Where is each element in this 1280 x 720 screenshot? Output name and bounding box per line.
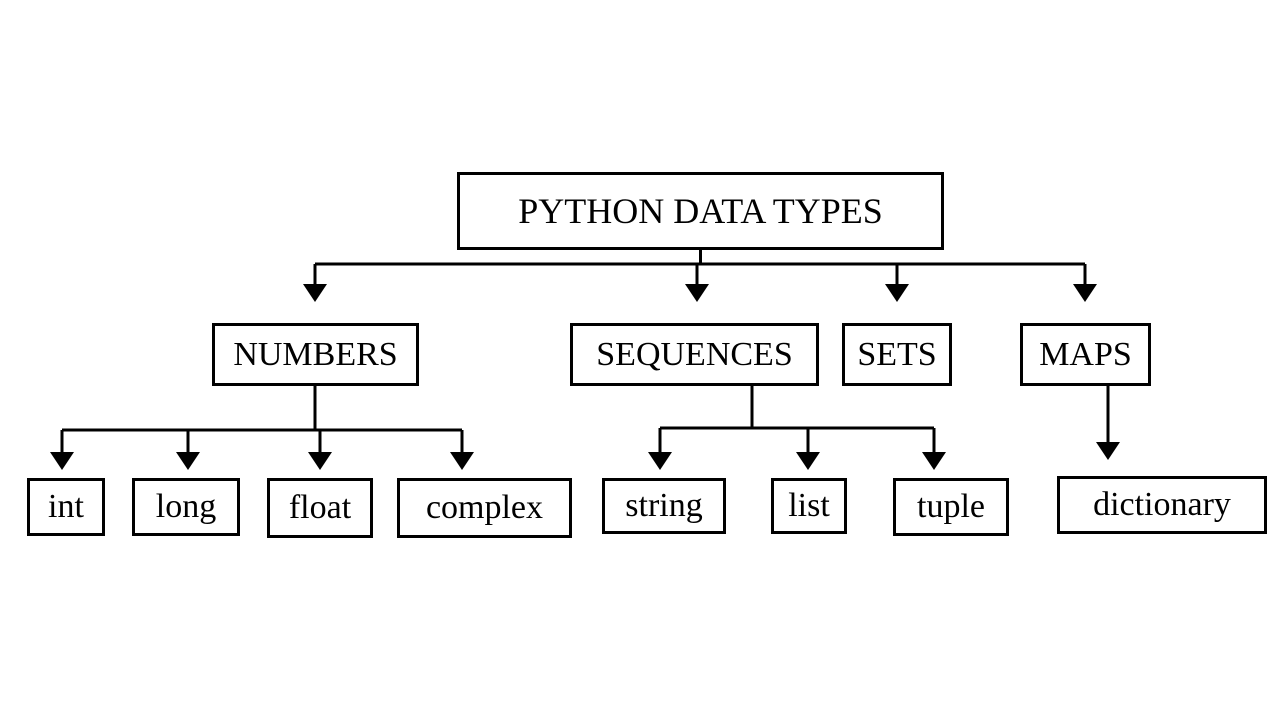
category-sequences: SEQUENCES [570,323,819,386]
leaf-complex-label: complex [426,489,543,527]
leaf-int-label: int [48,488,84,526]
leaf-long-label: long [156,488,216,526]
leaf-list-label: list [788,487,830,525]
leaf-string-label: string [625,487,702,525]
leaf-float: float [267,478,373,538]
leaf-dictionary-label: dictionary [1093,486,1231,524]
root-node: PYTHON DATA TYPES [457,172,944,250]
leaf-string: string [602,478,726,534]
category-numbers-label: NUMBERS [233,336,397,374]
leaf-dictionary: dictionary [1057,476,1267,534]
category-maps-label: MAPS [1039,336,1132,374]
leaf-list: list [771,478,847,534]
category-numbers: NUMBERS [212,323,419,386]
leaf-complex: complex [397,478,572,538]
leaf-int: int [27,478,105,536]
category-sets: SETS [842,323,952,386]
leaf-tuple: tuple [893,478,1009,536]
leaf-tuple-label: tuple [917,488,985,526]
root-label: PYTHON DATA TYPES [518,190,883,232]
category-sets-label: SETS [857,336,936,374]
category-sequences-label: SEQUENCES [596,336,792,374]
leaf-float-label: float [289,489,351,527]
category-maps: MAPS [1020,323,1151,386]
leaf-long: long [132,478,240,536]
